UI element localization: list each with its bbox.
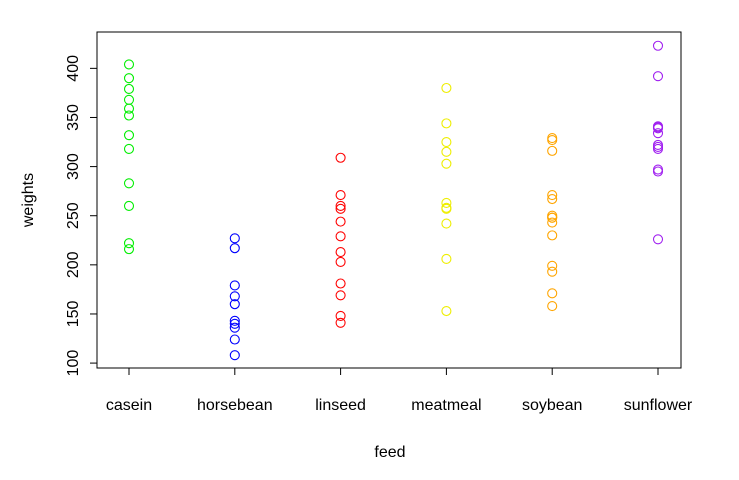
point-soybean bbox=[547, 212, 558, 223]
point-sunflower bbox=[652, 164, 664, 175]
point-meatmeal bbox=[441, 202, 452, 213]
point-linseed bbox=[335, 317, 346, 328]
point-casein bbox=[123, 244, 135, 255]
point-sunflower bbox=[652, 139, 664, 151]
point-casein bbox=[123, 83, 135, 95]
point-meatmeal bbox=[441, 146, 452, 157]
point-soybean bbox=[547, 133, 558, 144]
point-casein bbox=[123, 94, 135, 105]
x-axis-label: feed bbox=[374, 444, 405, 461]
point-sunflower bbox=[652, 234, 664, 245]
point-linseed bbox=[335, 290, 346, 301]
point-soybean bbox=[547, 193, 558, 205]
point-soybean bbox=[547, 288, 558, 299]
point-horsebean bbox=[229, 334, 240, 345]
y-axis-label: weights bbox=[20, 173, 37, 228]
point-sunflower bbox=[652, 143, 664, 154]
point-linseed bbox=[335, 310, 346, 321]
point-casein bbox=[123, 103, 135, 114]
point-linseed bbox=[335, 247, 346, 258]
point-casein bbox=[123, 130, 135, 141]
point-linseed bbox=[335, 203, 346, 214]
point-meatmeal bbox=[441, 158, 452, 169]
point-linseed bbox=[335, 231, 346, 242]
point-casein bbox=[123, 110, 135, 121]
point-soybean bbox=[547, 217, 558, 228]
point-casein bbox=[123, 200, 135, 211]
point-horsebean bbox=[229, 243, 240, 254]
y-tick-label: 300 bbox=[65, 153, 82, 180]
plot-frame bbox=[96, 31, 682, 369]
point-horsebean bbox=[229, 233, 240, 244]
point-soybean bbox=[547, 301, 558, 312]
y-tick-label: 250 bbox=[65, 202, 82, 229]
point-soybean bbox=[547, 210, 558, 221]
x-tick-label: meatmeal bbox=[411, 397, 481, 414]
point-meatmeal bbox=[441, 82, 452, 94]
point-casein bbox=[123, 238, 135, 249]
points bbox=[123, 40, 664, 361]
point-linseed bbox=[335, 278, 346, 289]
point-meatmeal bbox=[441, 136, 452, 148]
point-sunflower bbox=[652, 141, 664, 152]
point-sunflower bbox=[652, 121, 664, 132]
point-casein bbox=[123, 143, 135, 154]
y-tick-label: 400 bbox=[65, 55, 82, 82]
point-horsebean bbox=[229, 291, 240, 302]
point-meatmeal bbox=[441, 118, 452, 129]
x-tick-label: soybean bbox=[522, 397, 583, 414]
y-tick-label: 350 bbox=[65, 104, 82, 131]
point-horsebean bbox=[229, 315, 240, 326]
point-soybean bbox=[547, 190, 558, 201]
point-meatmeal bbox=[441, 218, 452, 229]
y-tick-label: 100 bbox=[65, 350, 82, 377]
point-soybean bbox=[547, 145, 558, 156]
point-horsebean bbox=[229, 280, 240, 291]
x-tick-label: horsebean bbox=[197, 397, 273, 414]
point-horsebean bbox=[229, 322, 240, 333]
point-soybean bbox=[547, 135, 558, 146]
y-tick-label: 200 bbox=[65, 251, 82, 278]
point-casein bbox=[123, 73, 135, 84]
x-tick-label: sunflower bbox=[624, 397, 693, 414]
point-casein bbox=[123, 59, 135, 70]
point-sunflower bbox=[652, 166, 664, 177]
y-axis: 100 150 200 250 300 350 400 bbox=[65, 55, 98, 377]
point-linseed bbox=[335, 256, 346, 267]
point-linseed bbox=[335, 200, 346, 211]
x-tick-label: casein bbox=[106, 397, 152, 414]
point-sunflower bbox=[652, 128, 664, 139]
point-meatmeal bbox=[441, 197, 452, 208]
point-horsebean bbox=[229, 350, 240, 361]
point-soybean bbox=[547, 230, 558, 241]
point-linseed bbox=[335, 190, 346, 201]
point-casein bbox=[123, 178, 135, 189]
point-linseed bbox=[335, 216, 346, 227]
y-tick-label: 150 bbox=[65, 301, 82, 328]
point-meatmeal bbox=[441, 305, 452, 317]
point-horsebean bbox=[229, 299, 240, 310]
point-soybean bbox=[547, 260, 558, 271]
x-tick-label: linseed bbox=[315, 397, 366, 414]
point-soybean bbox=[547, 266, 558, 277]
point-linseed bbox=[335, 152, 346, 163]
point-sunflower bbox=[652, 40, 664, 51]
x-axis: casein horsebean linseed meatmeal soybean sun… bbox=[106, 367, 693, 414]
point-horsebean bbox=[229, 318, 240, 329]
point-sunflower bbox=[652, 71, 664, 82]
point-meatmeal bbox=[441, 253, 452, 264]
